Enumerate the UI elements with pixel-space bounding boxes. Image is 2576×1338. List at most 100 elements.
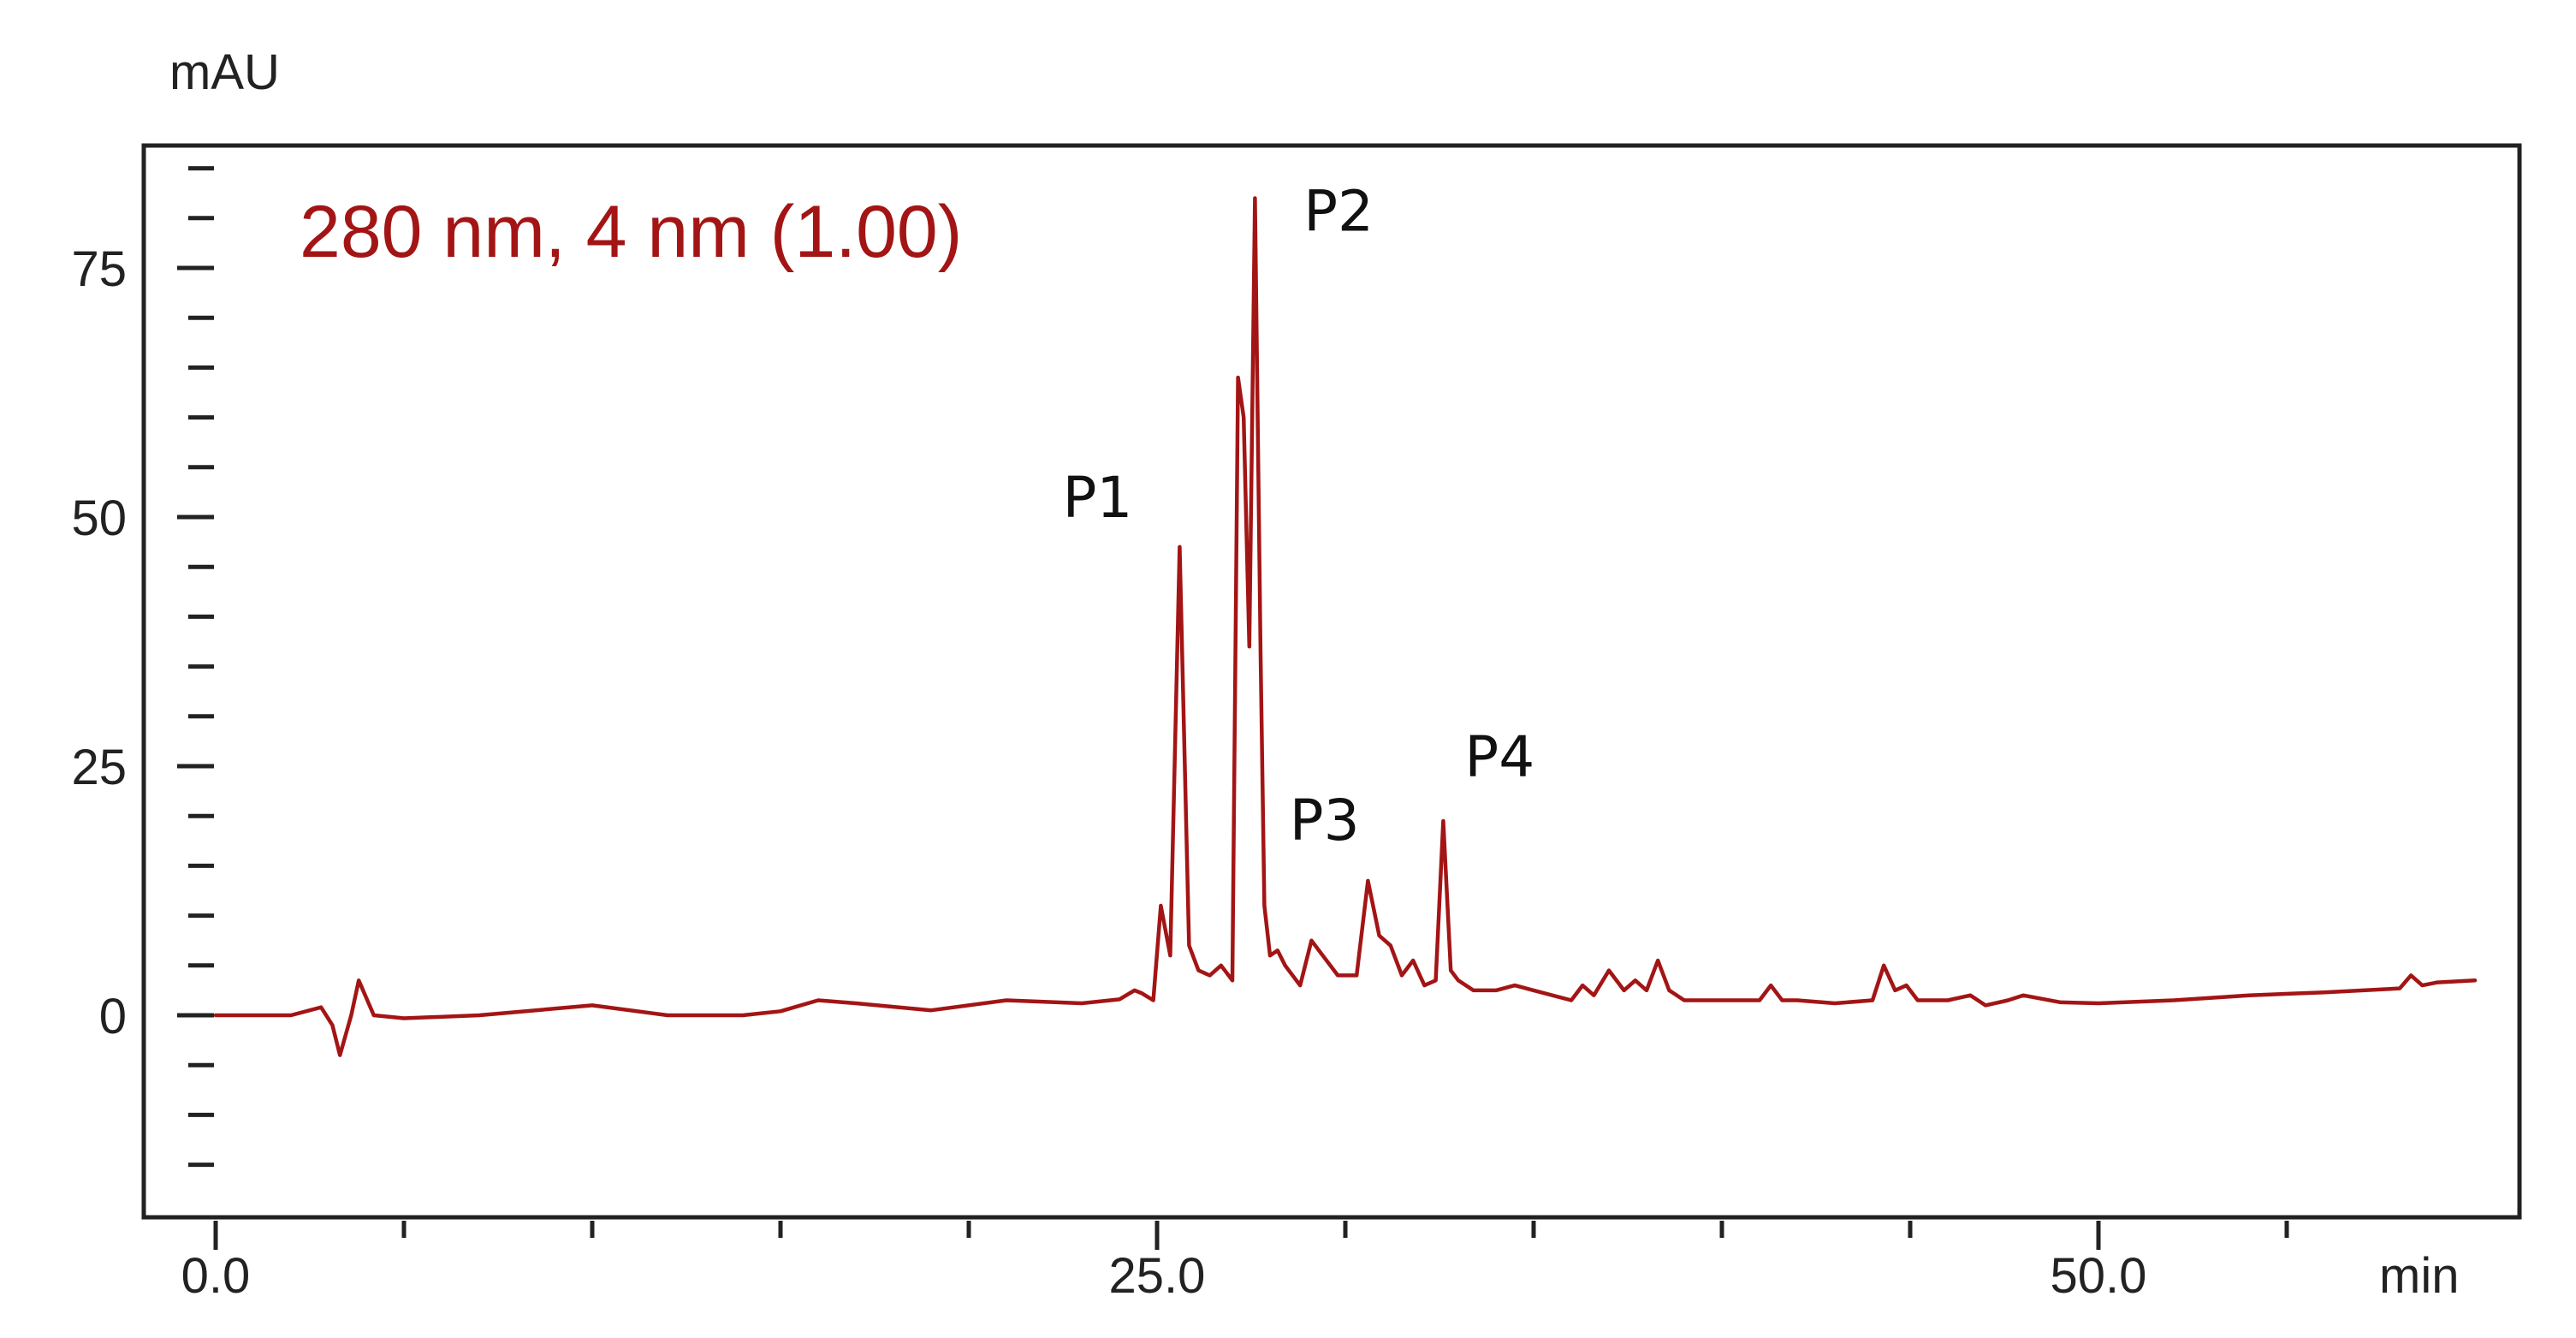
trace-point [339, 1054, 341, 1056]
trace-point [2098, 1002, 2099, 1004]
trace-point [1683, 999, 1685, 1002]
y-axis-unit-label: mAU [169, 45, 280, 100]
trace-point [358, 979, 360, 982]
peak-label: P2 [1303, 179, 1374, 245]
trace-point [1337, 974, 1338, 977]
y-tick-label: 25 [71, 740, 127, 795]
trace-point [742, 1014, 744, 1016]
trace-point [1969, 994, 1972, 996]
trace-point [1894, 990, 1896, 991]
trace-point [1243, 416, 1244, 419]
trace-point [1277, 949, 1279, 952]
trace-point [855, 1002, 857, 1004]
trace-point [1249, 645, 1250, 648]
trace-point [320, 1006, 323, 1008]
trace-point [1263, 905, 1266, 907]
trace-point [2421, 984, 2424, 986]
x-tick-label: 0.0 [181, 1248, 251, 1304]
trace-point [215, 1014, 217, 1016]
trace-point [1702, 999, 1704, 1002]
trace-point [1356, 974, 1357, 977]
channel-annotation: 280 nm, 4 nm (1.00) [300, 191, 962, 273]
trace-point [1514, 984, 1516, 986]
trace-point [1269, 954, 1271, 956]
trace-point [1635, 979, 1636, 982]
trace-point [1321, 954, 1324, 956]
trace-point [1220, 965, 1222, 966]
trace-point [2474, 979, 2476, 982]
trace-point [1570, 999, 1572, 1002]
trace-point [350, 1014, 353, 1016]
trace-point [1623, 990, 1625, 991]
trace-point [1834, 1002, 1836, 1004]
trace-point [2437, 981, 2438, 984]
trace-point [817, 999, 819, 1002]
x-axis-ticks: 0.0 25.0 50.0 [181, 1221, 2289, 1304]
trace-point [1582, 984, 1583, 986]
trace-point [1081, 1002, 1083, 1004]
trace-point [1412, 960, 1414, 961]
y-axis-ticks: 0 25 50 75 [71, 166, 214, 1168]
trace-point [478, 1014, 480, 1016]
trace-point [1310, 939, 1313, 942]
trace-point [1533, 990, 1534, 991]
trace-point [2173, 999, 2175, 1002]
trace-point [591, 1004, 593, 1007]
trace-point [1472, 990, 1475, 991]
trace-point [2060, 1002, 2062, 1003]
trace-point [1152, 999, 1154, 1002]
trace-point [1668, 990, 1671, 991]
trace-point [1401, 974, 1403, 977]
series-layer [213, 196, 2478, 1057]
trace-point [1905, 984, 1908, 986]
trace-point [1917, 999, 1919, 1002]
trace-point [1442, 820, 1445, 822]
trace-point [1495, 990, 1497, 991]
trace-point [1947, 999, 1949, 1002]
trace-point [2399, 987, 2401, 990]
trace-point [2324, 991, 2325, 993]
trace-point [1169, 954, 1172, 956]
trace-point [1378, 935, 1380, 937]
plot-frame [141, 143, 2522, 1220]
y-tick-label: 75 [71, 241, 127, 297]
trace-point [1450, 969, 1451, 972]
trace-point [1254, 197, 1256, 199]
trace-point [1759, 999, 1760, 1002]
trace-point [1423, 984, 1426, 986]
trace-point [1188, 944, 1190, 947]
y-tick-label: 50 [71, 491, 127, 546]
trace-point [403, 1017, 405, 1020]
y-tick-label: 0 [99, 989, 127, 1044]
peak-label: P4 [1464, 724, 1534, 790]
trace-point [373, 1014, 375, 1016]
trace-point [1006, 999, 1007, 1002]
trace-point [1237, 377, 1239, 378]
trace-point [1197, 969, 1200, 972]
trace-point [1608, 969, 1610, 972]
trace-point [290, 1014, 292, 1016]
trace-point [1593, 994, 1595, 996]
trace-point [1883, 965, 1885, 966]
trace-point [930, 1009, 932, 1011]
trace-point [1985, 1004, 1986, 1007]
trace-point [331, 1024, 334, 1026]
x-tick-label: 25.0 [1109, 1248, 1206, 1304]
trace-point [1284, 965, 1286, 966]
trace-point [1367, 880, 1369, 882]
trace-point [1160, 905, 1162, 907]
trace-point [1434, 979, 1437, 982]
peak-label: P3 [1290, 788, 1360, 853]
trace-point [667, 1014, 668, 1016]
trace-point [1119, 998, 1120, 1001]
x-tick-label: 50.0 [2051, 1248, 2147, 1304]
trace-point [1299, 984, 1301, 986]
trace-point [1721, 999, 1723, 1002]
trace-point [2007, 999, 2009, 1002]
trace-point [1133, 990, 1136, 991]
x-axis-unit-label: min [2379, 1248, 2459, 1304]
trace-point [2248, 994, 2250, 996]
